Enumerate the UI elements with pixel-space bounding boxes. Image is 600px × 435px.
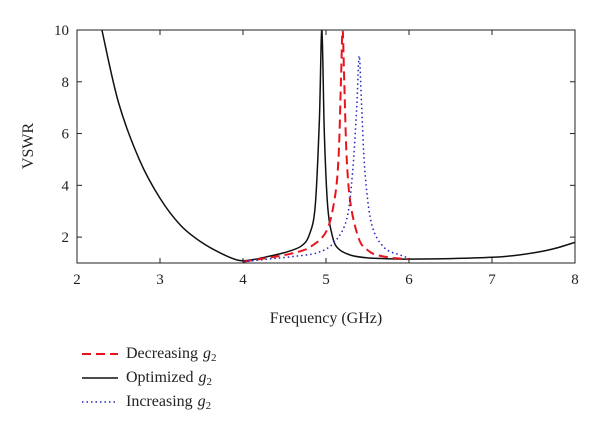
legend-label: Decreasing g2 (126, 345, 216, 364)
plot-frame (76, 29, 576, 264)
x-tick-label: 2 (73, 272, 81, 288)
x-tick-label: 8 (571, 272, 579, 288)
y-axis-label: VSWR (20, 123, 37, 170)
legend: Decreasing g2 Optimized g2 Increasing g2 (82, 342, 216, 414)
series-line-increasing (242, 55, 410, 263)
legend-subscript: 2 (205, 399, 212, 412)
legend-series-name: Decreasing (126, 344, 198, 362)
y-tick-label: 2 (62, 230, 70, 246)
legend-label: Optimized g2 (126, 369, 212, 388)
legend-swatch (82, 353, 118, 355)
x-tick-label: 6 (405, 272, 413, 288)
y-tick-label: 8 (62, 75, 70, 91)
x-tick-label: 7 (488, 272, 496, 288)
x-tick-label: 4 (239, 272, 247, 288)
vswr-line-chart: 2 3 4 5 6 7 8 2 4 6 8 10 Frequency (GHz) VSWR (20, 23, 579, 327)
legend-swatch (82, 401, 118, 403)
legend-subscript: 2 (206, 375, 213, 388)
legend-symbol: g (198, 368, 207, 386)
legend-symbol: g (202, 344, 211, 362)
legend-swatch (82, 377, 118, 379)
y-tick-label: 6 (62, 127, 70, 143)
legend-series-name: Optimized (126, 368, 194, 386)
series-line-optimized (101, 30, 575, 262)
legend-subscript: 2 (210, 351, 217, 364)
x-tick-label: 5 (322, 272, 330, 288)
legend-label: Increasing g2 (126, 393, 211, 412)
legend-symbol: g (197, 392, 206, 410)
y-tick-label: 10 (54, 23, 69, 39)
legend-item-optimized: Optimized g2 (82, 366, 216, 390)
x-tick-label: 3 (156, 272, 164, 288)
y-tick-label: 4 (62, 178, 70, 194)
legend-item-decreasing: Decreasing g2 (82, 342, 216, 366)
legend-series-name: Increasing (126, 392, 193, 410)
legend-item-increasing: Increasing g2 (82, 390, 216, 414)
series-line-decreasing (242, 30, 410, 263)
x-axis-label: Frequency (GHz) (270, 310, 382, 327)
